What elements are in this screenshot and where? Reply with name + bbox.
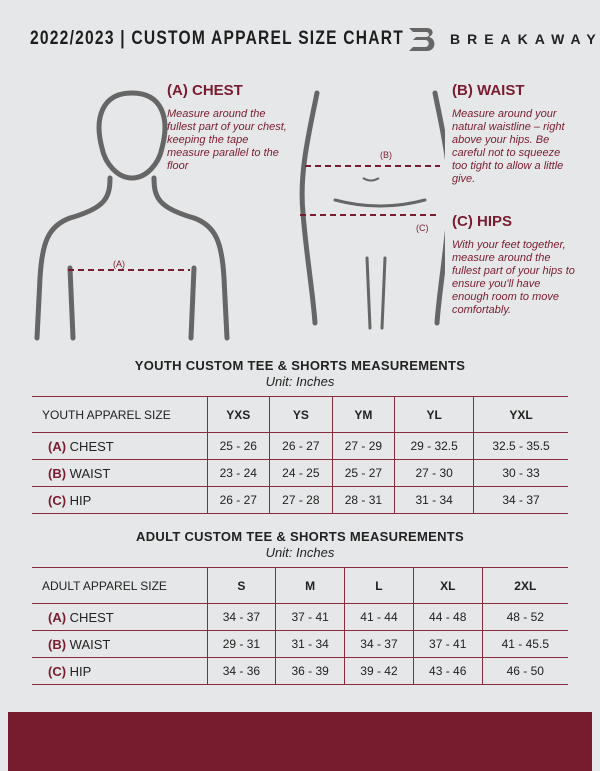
size-header: ADULT APPAREL SIZE [32, 567, 208, 604]
measurement-value: 29 - 31 [206, 630, 277, 658]
measurement-value: 27 - 28 [269, 486, 333, 514]
measurement-value: 31 - 34 [394, 486, 475, 514]
measurement-value: 37 - 41 [275, 603, 346, 631]
brand-name: BREAKAWAY [450, 31, 600, 47]
measurement-name: CHEST [69, 438, 114, 454]
measurement-value: 39 - 42 [344, 657, 414, 685]
measurement-value: 41 - 44 [344, 603, 414, 631]
waist-hips-figure [299, 90, 445, 330]
measurement-value: 23 - 24 [206, 459, 271, 487]
measurement-code: (B) [48, 465, 67, 481]
size-header: YOUTH APPAREL SIZE [32, 396, 208, 433]
waist-text: Measure around your natural waistline – … [452, 108, 565, 185]
measurement-value: 26 - 27 [269, 432, 333, 460]
measurement-label: (C) HIP [32, 486, 208, 514]
page-title: 2022/2023 | CUSTOM APPAREL SIZE CHART [30, 28, 404, 49]
measurement-name: HIP [69, 663, 92, 679]
measurement-label: (A) CHEST [32, 603, 208, 631]
measurement-value: 48 - 52 [481, 603, 568, 631]
measurement-value: 34 - 36 [206, 657, 277, 685]
hips-text: With your feet together, measure around … [452, 239, 575, 316]
breakaway-logo-icon [409, 28, 435, 51]
table-row: (B) WAIST 29 - 31 31 - 34 34 - 37 37 - 41 41 … [32, 630, 568, 658]
measurement-name: WAIST [69, 636, 111, 652]
youth-size-table: YOUTH APPAREL SIZE YXS YS YM YL YXL (A) CHEST 2… [32, 396, 568, 514]
measurement-value: 37 - 41 [412, 630, 483, 658]
chest-heading: (A) CHEST [167, 82, 243, 99]
size-column-header: XL [412, 567, 483, 604]
measurement-name: CHEST [69, 609, 114, 625]
measurement-label: (B) WAIST [32, 459, 208, 487]
table-header-row: YOUTH APPAREL SIZE YXS YS YM YL YXL [32, 396, 568, 433]
measurement-value: 24 - 25 [269, 459, 333, 487]
footer-band [8, 712, 592, 771]
chest-figure [34, 90, 230, 341]
measurement-value: 34 - 37 [206, 603, 277, 631]
adult-table-unit: Unit: Inches [265, 545, 335, 560]
measurement-value: 26 - 27 [206, 486, 271, 514]
table-row: (C) HIP 34 - 36 36 - 39 39 - 42 43 - 46 46 - … [32, 657, 568, 685]
table-row: (A) CHEST 34 - 37 37 - 41 41 - 44 44 - 48 48 … [32, 603, 568, 631]
size-column-header: YS [269, 396, 333, 433]
measurement-label: (A) CHEST [32, 432, 208, 460]
measurement-value: 36 - 39 [275, 657, 346, 685]
youth-table-title: YOUTH CUSTOM TEE & SHORTS MEASUREMENTS [134, 358, 466, 373]
size-column-header: YL [394, 396, 475, 433]
size-column-header: S [206, 567, 277, 604]
measurement-label: (B) WAIST [32, 630, 208, 658]
measurement-value: 25 - 26 [206, 432, 271, 460]
chest-text: Measure around the fullest part of your … [167, 108, 287, 172]
measurement-value: 34 - 37 [473, 486, 568, 514]
table-row: (C) HIP 26 - 27 27 - 28 28 - 31 31 - 34 34 - … [32, 486, 568, 514]
hips-heading: (C) HIPS [452, 213, 512, 230]
table-row: (B) WAIST 23 - 24 24 - 25 25 - 27 27 - 30 30 … [32, 459, 568, 487]
chest-marker: (A) [113, 259, 125, 269]
adult-table-title: ADULT CUSTOM TEE & SHORTS MEASUREMENTS [136, 529, 464, 544]
hips-marker: (C) [416, 223, 429, 233]
size-column-header: L [344, 567, 414, 604]
measurement-value: 46 - 50 [481, 657, 568, 685]
measurement-code: (A) [48, 438, 67, 454]
size-column-header: M [275, 567, 346, 604]
measurement-value: 27 - 30 [394, 459, 475, 487]
measurement-label: (C) HIP [32, 657, 208, 685]
measurement-value: 25 - 27 [331, 459, 396, 487]
youth-table-unit: Unit: Inches [265, 374, 335, 389]
measurement-name: WAIST [69, 465, 111, 481]
measurement-value: 30 - 33 [473, 459, 568, 487]
table-header-row: ADULT APPAREL SIZE S M L XL 2XL [32, 567, 568, 604]
measurement-code: (A) [48, 609, 67, 625]
measurement-value: 29 - 32.5 [394, 432, 475, 460]
measurement-value: 27 - 29 [331, 432, 396, 460]
size-column-header: 2XL [481, 567, 568, 604]
measurement-code: (C) [48, 492, 67, 508]
measurement-name: HIP [69, 492, 92, 508]
measurement-value: 44 - 48 [412, 603, 483, 631]
measurement-value: 43 - 46 [412, 657, 483, 685]
measurement-value: 32.5 - 35.5 [473, 432, 568, 460]
measurement-value: 31 - 34 [275, 630, 346, 658]
measurement-code: (C) [48, 663, 67, 679]
waist-marker: (B) [380, 150, 392, 160]
size-column-header: YXL [473, 396, 568, 433]
table-row: (A) CHEST 25 - 26 26 - 27 27 - 29 29 - 32.5 3… [32, 432, 568, 460]
size-column-header: YM [331, 396, 396, 433]
measurement-value: 41 - 45.5 [481, 630, 568, 658]
size-column-header: YXS [206, 396, 271, 433]
measurement-value: 34 - 37 [344, 630, 414, 658]
measurement-value: 28 - 31 [331, 486, 396, 514]
adult-size-table: ADULT APPAREL SIZE S M L XL 2XL (A) CHEST 34 - … [32, 567, 568, 685]
waist-heading: (B) WAIST [452, 82, 525, 99]
measurement-code: (B) [48, 636, 67, 652]
